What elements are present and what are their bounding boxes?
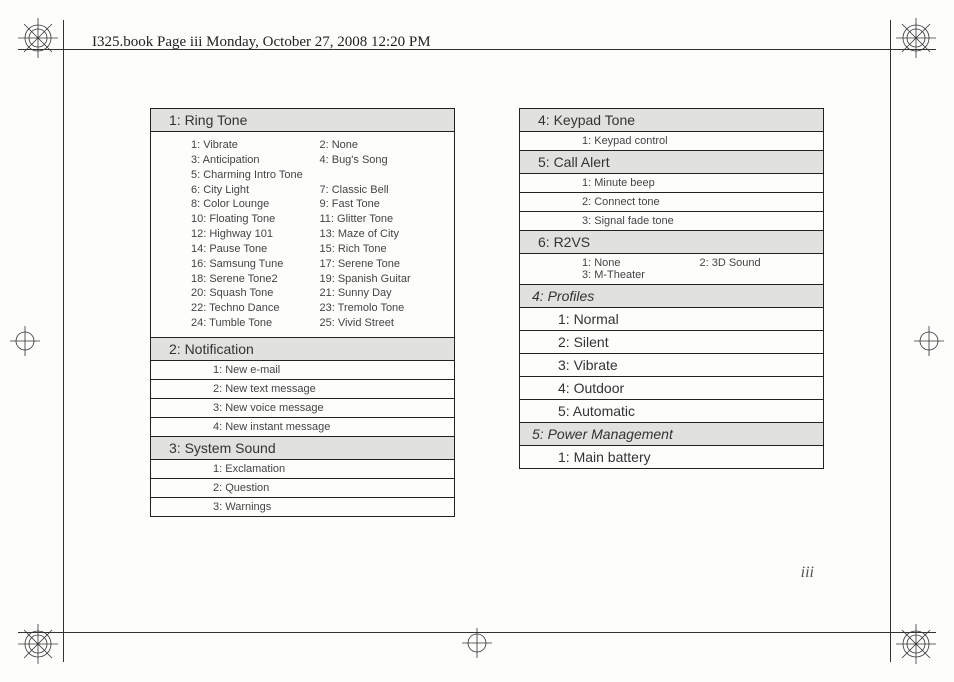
ring-tone-item: 25: Vivid Street [320,316,449,331]
ring-tone-item: 8: Color Lounge [191,197,320,212]
section-profiles: 4: Profiles [519,285,824,308]
section-ring-tone: 1: Ring Tone [150,108,455,132]
list-item: 2: Silent [519,331,824,354]
r2vs-item: 1: None [582,257,700,269]
list-item: 1: Exclamation [150,460,455,479]
section-keypad-tone: 4: Keypad Tone [519,108,824,132]
vertical-rule-left [63,20,64,662]
left-column: 1: Ring Tone 1: Vibrate2: None3: Anticip… [150,108,455,517]
list-item: 1: Minute beep [519,174,824,193]
ring-tone-list: 1: Vibrate2: None3: Anticipation4: Bug's… [150,132,455,338]
ring-tone-item: 4: Bug's Song [320,153,449,168]
ring-tone-item: 19: Spanish Guitar [320,272,449,287]
list-item: 4: New instant message [150,418,455,437]
section-r2vs: 6: R2VS [519,231,824,254]
section-notification: 2: Notification [150,338,455,361]
crop-mark-tr [896,18,936,58]
list-item: 3: New voice message [150,399,455,418]
ring-tone-item: 18: Serene Tone2 [191,272,320,287]
list-item: 1: Main battery [519,446,824,469]
crop-mark-bl [18,624,58,664]
list-item: 1: Keypad control [519,132,824,151]
ring-tone-item: 3: Anticipation [191,153,320,168]
list-item: 2: Connect tone [519,193,824,212]
ring-tone-item: 16: Samsung Tune [191,257,320,272]
ring-tone-item: 5: Charming Intro Tone [191,168,448,183]
list-item: 3: Signal fade tone [519,212,824,231]
right-column: 4: Keypad Tone 1: Keypad control 5: Call… [519,108,824,517]
r2vs-item [700,269,818,281]
crop-mark-ml [10,326,40,356]
ring-tone-item: 23: Tremolo Tone [320,301,449,316]
r2vs-item: 3: M-Theater [582,269,700,281]
list-item: 1: Normal [519,308,824,331]
ring-tone-item: 24: Tumble Tone [191,316,320,331]
ring-tone-item: 11: Glitter Tone [320,212,449,227]
section-system-sound: 3: System Sound [150,437,455,460]
section-power-management: 5: Power Management [519,423,824,446]
ring-tone-item: 7: Classic Bell [320,183,449,198]
ring-tone-item: 15: Rich Tone [320,242,449,257]
crop-mark-tl [18,18,58,58]
ring-tone-item: 22: Techno Dance [191,301,320,316]
list-item: 3: Vibrate [519,354,824,377]
section-call-alert: 5: Call Alert [519,151,824,174]
bottom-rule [18,632,936,633]
crop-mark-br [896,624,936,664]
list-item: 3: Warnings [150,498,455,517]
ring-tone-item: 6: City Light [191,183,320,198]
list-item: 2: New text message [150,380,455,399]
page-number: iii [801,564,814,582]
ring-tone-item: 13: Maze of City [320,227,449,242]
r2vs-item: 2: 3D Sound [700,257,818,269]
vertical-rule-right [890,20,891,662]
list-item: 5: Automatic [519,400,824,423]
ring-tone-item: 10: Floating Tone [191,212,320,227]
ring-tone-item: 9: Fast Tone [320,197,449,212]
ring-tone-item: 12: Highway 101 [191,227,320,242]
ring-tone-item: 1: Vibrate [191,138,320,153]
list-item: 1: New e-mail [150,361,455,380]
ring-tone-item: 14: Pause Tone [191,242,320,257]
list-item: 4: Outdoor [519,377,824,400]
crop-mark-mr [914,326,944,356]
r2vs-list: 1: None2: 3D Sound3: M-Theater [519,254,824,285]
ring-tone-item: 21: Sunny Day [320,286,449,301]
list-item: 2: Question [150,479,455,498]
ring-tone-item: 2: None [320,138,449,153]
ring-tone-item: 17: Serene Tone [320,257,449,272]
ring-tone-item: 20: Squash Tone [191,286,320,301]
page-header: I325.book Page iii Monday, October 27, 2… [92,34,431,51]
